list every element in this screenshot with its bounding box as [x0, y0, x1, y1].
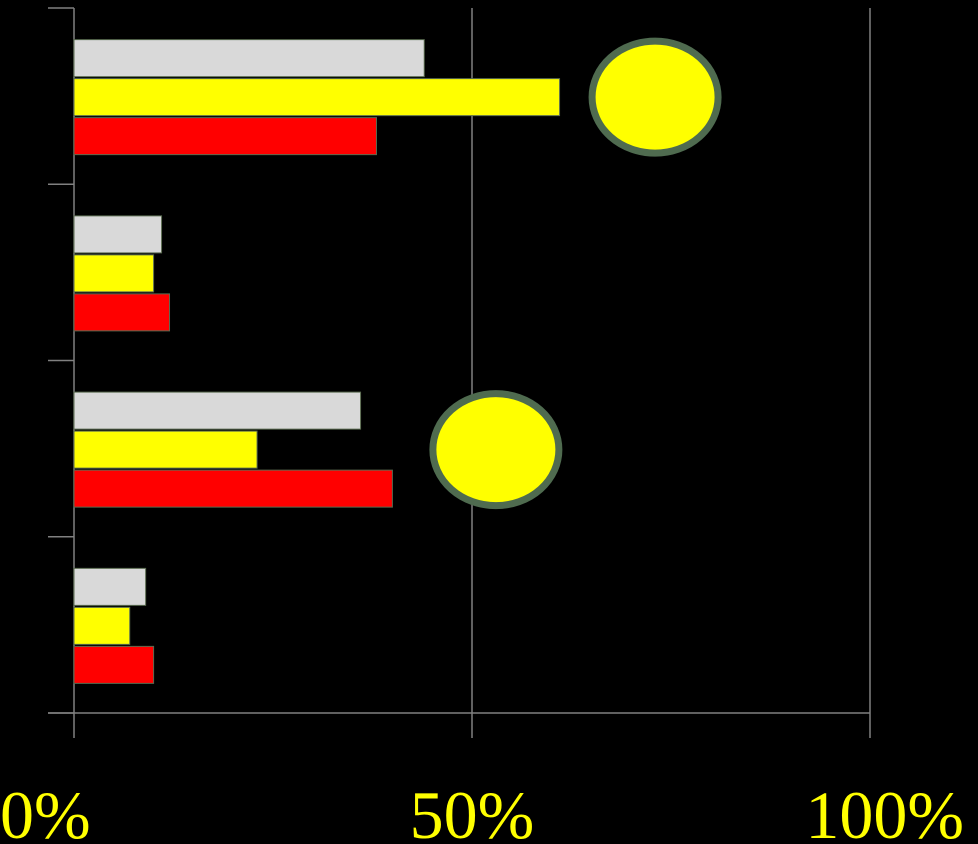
bar-cat1-series2 — [73, 78, 561, 117]
bar-cat3-series2 — [73, 430, 258, 469]
bar-cat4-series2 — [73, 606, 131, 645]
bar-cat2-series2 — [73, 254, 155, 293]
bars — [73, 39, 561, 684]
highlight-markers — [429, 37, 722, 510]
bar-cat4-series3 — [73, 645, 155, 684]
x-tick-label-100pct: 100% — [805, 777, 964, 844]
bar-cat1-series1 — [73, 39, 425, 78]
highlight-marker-2 — [429, 390, 563, 510]
x-tick-label-50pct: 50% — [410, 777, 535, 844]
gridlines — [471, 8, 871, 713]
highlight-marker-1 — [588, 37, 722, 157]
bar-cat3-series3 — [73, 469, 393, 508]
bar-cat2-series1 — [73, 215, 163, 254]
x-tick-label-0pct: 0% — [0, 777, 91, 844]
bar-cat1-series3 — [73, 117, 377, 156]
bar-cat3-series1 — [73, 391, 362, 430]
bar-cat4-series1 — [73, 567, 147, 606]
x-tick-labels: 0% 50% 100% — [0, 777, 964, 844]
bar-cat2-series3 — [73, 293, 171, 332]
